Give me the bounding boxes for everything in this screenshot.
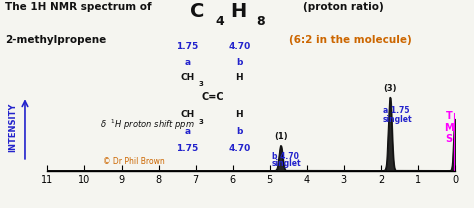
Text: INTENSITY: INTENSITY: [8, 102, 17, 152]
Text: 3: 3: [198, 119, 203, 125]
Text: singlet: singlet: [272, 159, 301, 168]
Text: S: S: [446, 134, 453, 144]
Text: $\delta$  $^1$H proton shift ppm: $\delta$ $^1$H proton shift ppm: [100, 118, 195, 132]
Text: 3: 3: [198, 81, 203, 87]
Text: CH: CH: [180, 110, 194, 119]
Text: The 1H NMR spectrum of: The 1H NMR spectrum of: [5, 2, 151, 12]
Text: H: H: [236, 110, 243, 119]
Text: b 4.70: b 4.70: [272, 152, 299, 161]
Text: © Dr Phil Brown: © Dr Phil Brown: [103, 157, 165, 166]
Text: b: b: [236, 127, 243, 136]
Text: T: T: [446, 111, 452, 121]
Text: 1.75: 1.75: [176, 144, 198, 152]
Text: singlet: singlet: [383, 115, 412, 124]
Text: a: a: [184, 127, 190, 136]
Text: 4.70: 4.70: [228, 42, 250, 51]
Text: a 1.75: a 1.75: [383, 106, 409, 115]
Text: 4: 4: [216, 15, 224, 27]
Text: 2-methylpropene: 2-methylpropene: [5, 35, 106, 45]
Text: 1.75: 1.75: [176, 42, 198, 51]
Text: (1): (1): [274, 132, 288, 141]
Text: C: C: [190, 2, 204, 21]
Text: b: b: [236, 58, 243, 67]
Text: (3): (3): [383, 84, 397, 93]
Text: CH: CH: [180, 73, 194, 82]
Text: (proton ratio): (proton ratio): [303, 2, 384, 12]
Text: 8: 8: [256, 15, 264, 27]
Text: H: H: [236, 73, 243, 82]
Text: C=C: C=C: [201, 92, 224, 102]
Text: H: H: [230, 2, 246, 21]
Text: M: M: [444, 123, 454, 133]
Text: 4.70: 4.70: [228, 144, 250, 152]
Text: (6:2 in the molecule): (6:2 in the molecule): [289, 35, 412, 45]
Text: a: a: [184, 58, 190, 67]
